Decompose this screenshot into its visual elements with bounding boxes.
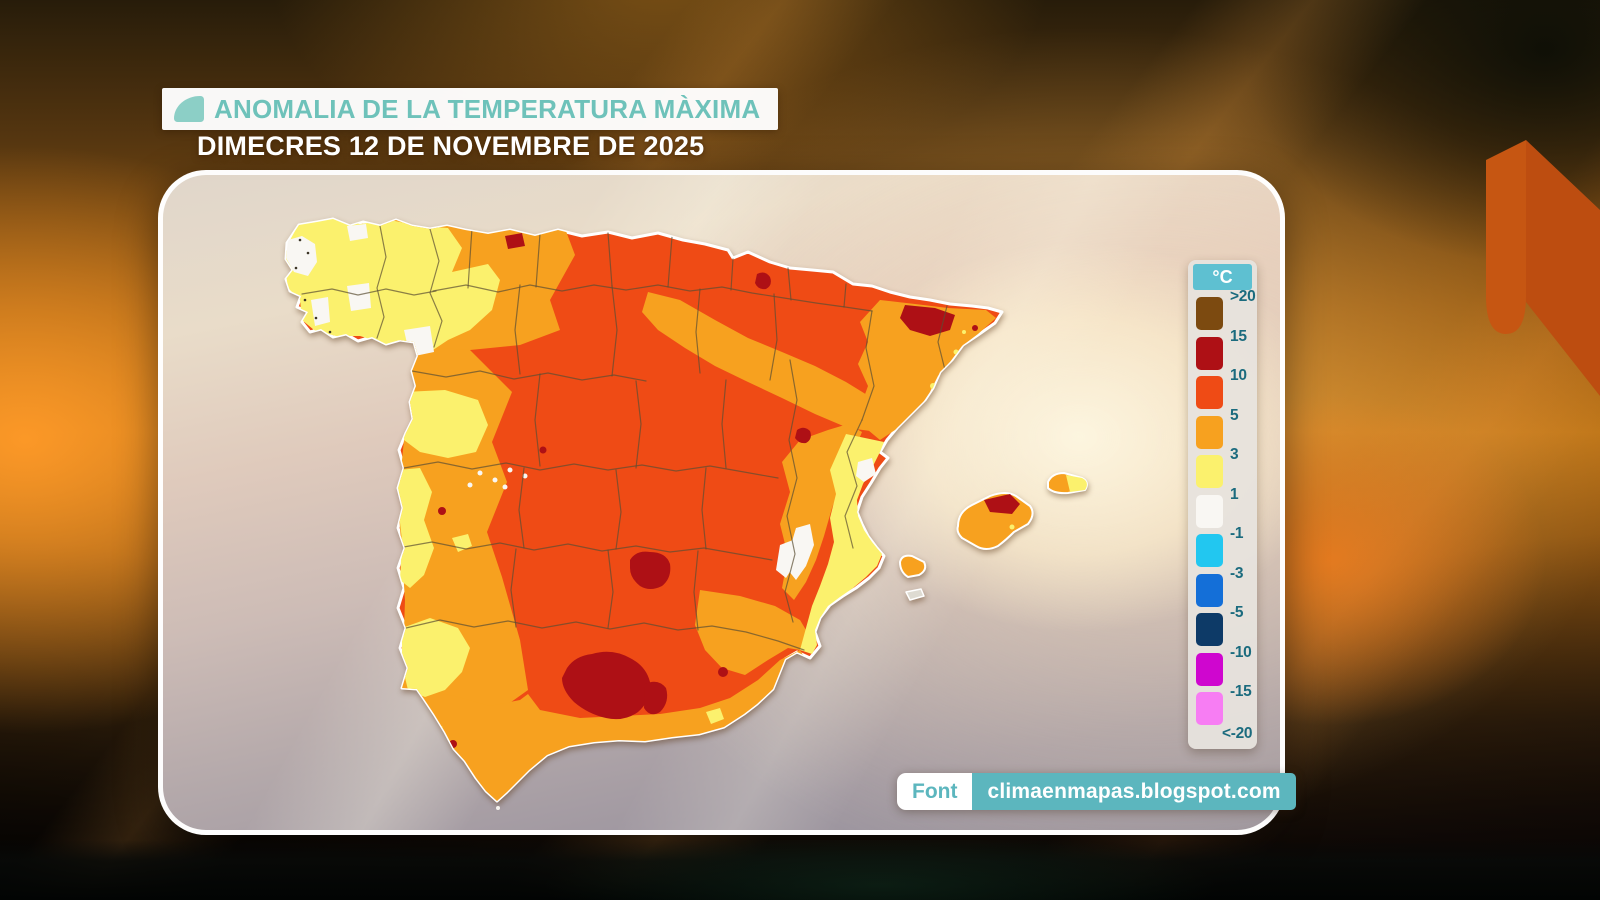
legend-label: -15 — [1230, 683, 1252, 700]
source-credit: Font climaenmapas.blogspot.com — [897, 773, 1296, 810]
legend-row: >20 — [1188, 289, 1257, 337]
channel-bug-icon — [174, 96, 204, 122]
legend-rows: >20 15 10 5 3 1 -1 -3 -5 -10 -15 <-20 — [1188, 289, 1257, 748]
legend-swatch — [1196, 336, 1223, 370]
legend-row: -1 — [1188, 526, 1257, 574]
legend-row: 15 — [1188, 328, 1257, 377]
page-title: ANOMALIA DE LA TEMPERATURA MÀXIMA — [214, 93, 761, 124]
legend-label: -1 — [1230, 525, 1244, 542]
legend-label: 5 — [1230, 406, 1239, 424]
legend-label: <-20 — [1222, 724, 1253, 742]
legend-label: 10 — [1230, 367, 1247, 384]
legend-row: -3 — [1188, 565, 1257, 614]
legend-swatch — [1196, 494, 1223, 528]
channel-logo-n — [1486, 140, 1600, 396]
source-label: Font — [897, 773, 973, 810]
legend-label: 15 — [1230, 327, 1247, 345]
weather-map-panel — [158, 170, 1285, 835]
legend-row: -15 — [1188, 684, 1257, 732]
temperature-legend: °C >20 15 10 5 3 1 -1 -3 -5 -10 -15 <-20 — [1188, 260, 1257, 749]
legend-unit-header: °C — [1193, 264, 1252, 290]
title-banner: ANOMALIA DE LA TEMPERATURA MÀXIMA — [162, 88, 779, 130]
bottom-vignette — [0, 840, 1600, 900]
legend-row: 5 — [1188, 407, 1257, 456]
legend-bottom-row: <-20 — [1188, 725, 1257, 748]
legend-label: 1 — [1230, 485, 1239, 503]
legend-label: 3 — [1230, 446, 1239, 463]
source-url: climaenmapas.blogspot.com — [972, 773, 1296, 810]
broadcast-date: DIMECRES 12 DE NOVEMBRE DE 2025 — [197, 131, 705, 161]
legend-label: -10 — [1230, 643, 1252, 661]
legend-swatch — [1196, 573, 1223, 607]
legend-label: -3 — [1230, 564, 1244, 582]
legend-row: 1 — [1188, 486, 1257, 535]
legend-swatch — [1196, 534, 1223, 567]
legend-label: -5 — [1230, 604, 1244, 621]
legend-swatch — [1196, 692, 1223, 725]
legend-row: 10 — [1188, 368, 1257, 416]
legend-swatch — [1196, 613, 1223, 646]
legend-swatch — [1196, 376, 1223, 409]
legend-label: >20 — [1230, 288, 1256, 305]
legend-swatch — [1196, 297, 1223, 330]
legend-swatch — [1196, 455, 1223, 488]
legend-swatch — [1196, 652, 1223, 686]
legend-row: -5 — [1188, 605, 1257, 653]
legend-row: -10 — [1188, 644, 1257, 693]
legend-swatch — [1196, 415, 1223, 449]
legend-row: 3 — [1188, 447, 1257, 495]
